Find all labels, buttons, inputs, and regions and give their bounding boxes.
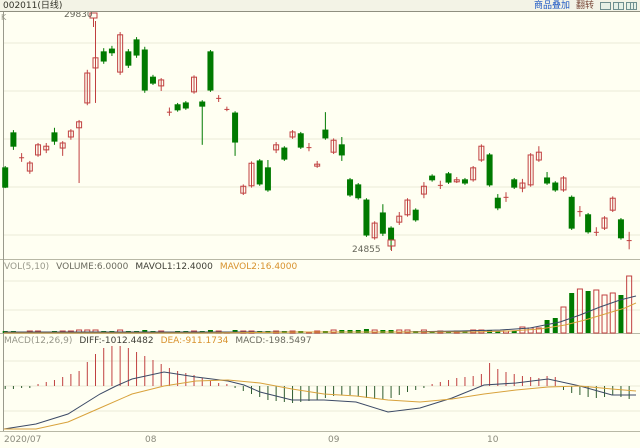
pane-k-label: K — [1, 13, 7, 22]
price-low-label: 24855 — [352, 245, 381, 255]
volume-indicator-header: VOL(5,10) VOLUME:6.0000 MAVOL1:12.4000 MAVO… — [4, 262, 304, 272]
layout-icons — [600, 1, 637, 10]
price-high-label: 29830 — [64, 10, 93, 20]
chart-title: 002011(日线) — [3, 0, 63, 11]
macd-diff-value: DIFF:-1012.4482 — [79, 336, 154, 346]
layout-single-pane-icon[interactable] — [600, 1, 611, 10]
vol-mavol1-value: MAVOL1:12.4000 — [135, 262, 213, 272]
vol-indicator-name: VOL(5,10) — [4, 262, 50, 272]
overlay-link[interactable]: 商品叠加 — [533, 0, 570, 11]
macd-indicator-name: MACD(12,26,9) — [4, 336, 73, 346]
layout-split-pane-icon[interactable] — [613, 1, 624, 10]
vol-volume-value: VOLUME:6.0000 — [56, 262, 129, 272]
layout-grid-pane-icon[interactable] — [626, 1, 637, 10]
x-axis-tick: 08 — [145, 435, 157, 445]
top-bar: 002011(日线) 商品叠加 翻转 — [0, 0, 640, 12]
topbar-actions: 商品叠加 翻转 — [534, 1, 637, 11]
x-axis-tick: 10 — [487, 435, 499, 445]
x-axis-tick: 2020/07 — [4, 435, 42, 445]
macd-dea-value: DEA:-911.1734 — [160, 336, 229, 346]
macd-indicator-header: MACD(12,26,9) DIFF:-1012.4482 DEA:-911.173… — [4, 336, 319, 346]
macd-macd-value: MACD:-198.5497 — [235, 336, 312, 346]
x-axis-tick: 09 — [328, 435, 340, 445]
flip-link[interactable]: 翻转 — [575, 0, 594, 11]
vol-mavol2-value: MAVOL2:16.4000 — [219, 262, 298, 272]
